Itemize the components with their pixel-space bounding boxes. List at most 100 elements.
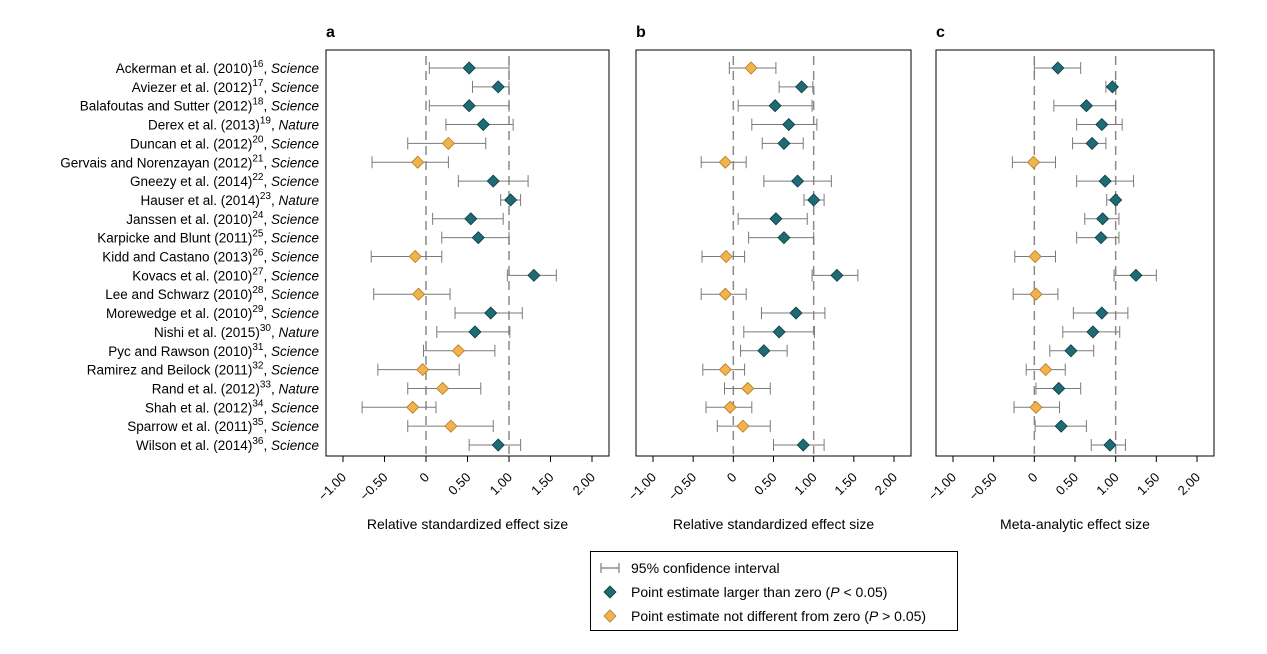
estimate-row (760, 306, 826, 320)
estimate-row (436, 325, 511, 339)
point-estimate-significant (795, 80, 809, 94)
estimate-row (1053, 99, 1117, 113)
study-label: Derex et al. (2013)19, Nature (148, 116, 319, 133)
point-estimate-significant (1051, 61, 1065, 75)
point-estimate-significant (504, 193, 518, 207)
legend-significant-label: Point estimate larger than zero (P < 0.0… (631, 584, 888, 600)
point-estimate-significant (491, 438, 505, 452)
point-estimate-nonsignificant (1039, 363, 1053, 377)
point-estimate-nonsignificant (451, 344, 465, 358)
orange-diamond-icon (603, 609, 617, 623)
estimate-row (702, 363, 746, 377)
x-tick-label: −1.00 (625, 470, 659, 504)
estimate-row (701, 249, 746, 264)
teal-diamond-icon (603, 585, 617, 599)
point-estimate-significant (796, 438, 810, 452)
estimate-row (468, 438, 522, 452)
point-estimate-nonsignificant (723, 400, 737, 414)
x-tick-label: 0.50 (445, 470, 474, 499)
x-tick-label: 1.50 (831, 470, 860, 499)
study-label: Gneezy et al. (2014)22, Science (130, 172, 319, 189)
point-estimate-significant (1096, 212, 1110, 226)
estimate-row (763, 174, 832, 188)
study-label: Pyc and Rawson (2010)31, Science (108, 342, 319, 359)
plot-frame (325, 49, 610, 457)
legend-significant-entry: Point estimate larger than zero (P < 0.0… (599, 582, 887, 602)
estimate-row (737, 212, 808, 226)
panel-c: c −1.00 −0.50 0 0.50 1.00 1.50 2.00 Meta-analyti… (925, 24, 1215, 532)
point-estimate-significant (782, 117, 796, 132)
estimate-row (728, 61, 777, 75)
estimate-row (1012, 287, 1059, 301)
estimate-row (1033, 61, 1082, 75)
point-estimate-nonsignificant (436, 381, 450, 396)
estimate-row (407, 136, 487, 150)
estimate-row (370, 249, 443, 264)
legend-nonsignificant-entry: Point estimate not different from zero (… (599, 606, 926, 626)
point-estimate-nonsignificant (736, 419, 750, 433)
estimate-row (705, 400, 753, 414)
estimate-row (377, 363, 460, 377)
point-estimate-significant (1085, 136, 1099, 150)
point-estimate-significant (1098, 174, 1112, 188)
point-estimate-significant (1109, 193, 1123, 207)
study-label: Kovacs et al. (2010)27, Science (132, 266, 319, 283)
point-estimate-nonsignificant (1026, 155, 1041, 169)
estimate-row (1062, 325, 1121, 339)
study-label: Hauser et al. (2014)23, Nature (141, 191, 319, 208)
x-tick-label: 2.00 (570, 470, 599, 499)
estimate-row (1105, 80, 1119, 94)
point-estimate-nonsignificant (719, 249, 733, 264)
point-estimate-significant (791, 174, 805, 188)
study-label: Karpicke and Blunt (2011)25, Science (97, 229, 319, 246)
point-estimate-significant (1054, 419, 1068, 433)
point-estimate-significant (527, 268, 541, 282)
estimate-row (428, 99, 510, 113)
estimate-row (432, 212, 504, 226)
point-estimate-nonsignificant (441, 136, 455, 150)
panel-label: a (326, 24, 335, 41)
point-estimate-significant (491, 80, 505, 94)
estimate-row (1011, 155, 1056, 169)
point-estimate-significant (471, 231, 485, 245)
x-tick-label: 1.00 (487, 470, 516, 499)
estimate-row (1106, 193, 1123, 207)
study-label: Ramirez and Beilock (2011)32, Science (87, 361, 319, 378)
point-estimate-nonsignificant (744, 61, 758, 75)
estimate-row (778, 80, 814, 94)
estimate-row (1035, 381, 1082, 396)
study-labels: Ackerman et al. (2010)16, Science Aviezer… (60, 59, 319, 453)
x-tick-label: 1.50 (1134, 470, 1163, 499)
x-axis-label: Meta-analytic effect size (1000, 516, 1150, 532)
legend-nonsignificant-label: Point estimate not different from zero (… (631, 608, 927, 624)
x-axis-label: Relative standardized effect size (367, 516, 569, 532)
estimate-row (1034, 419, 1087, 433)
x-tick-label: 0 (1025, 470, 1041, 486)
point-estimate-nonsignificant (408, 249, 422, 264)
estimate-row (740, 344, 788, 358)
estimate-row (471, 80, 510, 94)
estimate-row (1025, 363, 1066, 377)
point-estimate-nonsignificant (718, 155, 732, 169)
point-estimate-nonsignificant (444, 419, 458, 433)
estimate-row (1076, 174, 1135, 188)
estimate-row (1076, 117, 1123, 132)
study-label: Aviezer et al. (2012)17, Science (132, 78, 319, 95)
estimate-row (716, 419, 771, 433)
point-estimate-nonsignificant (1029, 287, 1043, 301)
point-estimate-nonsignificant (411, 287, 426, 301)
point-estimate-significant (1052, 381, 1066, 396)
study-label: Nishi et al. (2015)30, Nature (154, 323, 319, 340)
point-estimate-significant (486, 174, 500, 188)
plot-frame (935, 49, 1215, 457)
point-estimate-significant (462, 61, 476, 75)
point-estimate-significant (1094, 231, 1108, 245)
study-label: Rand et al. (2012)33, Nature (152, 379, 319, 396)
estimate-row (373, 287, 451, 301)
x-tick-label: 0.50 (1053, 470, 1082, 499)
point-estimate-nonsignificant (1029, 400, 1043, 414)
estimate-row (1084, 212, 1120, 226)
estimate-row (723, 381, 771, 396)
estimate-row (811, 268, 859, 282)
estimate-row (700, 287, 747, 301)
